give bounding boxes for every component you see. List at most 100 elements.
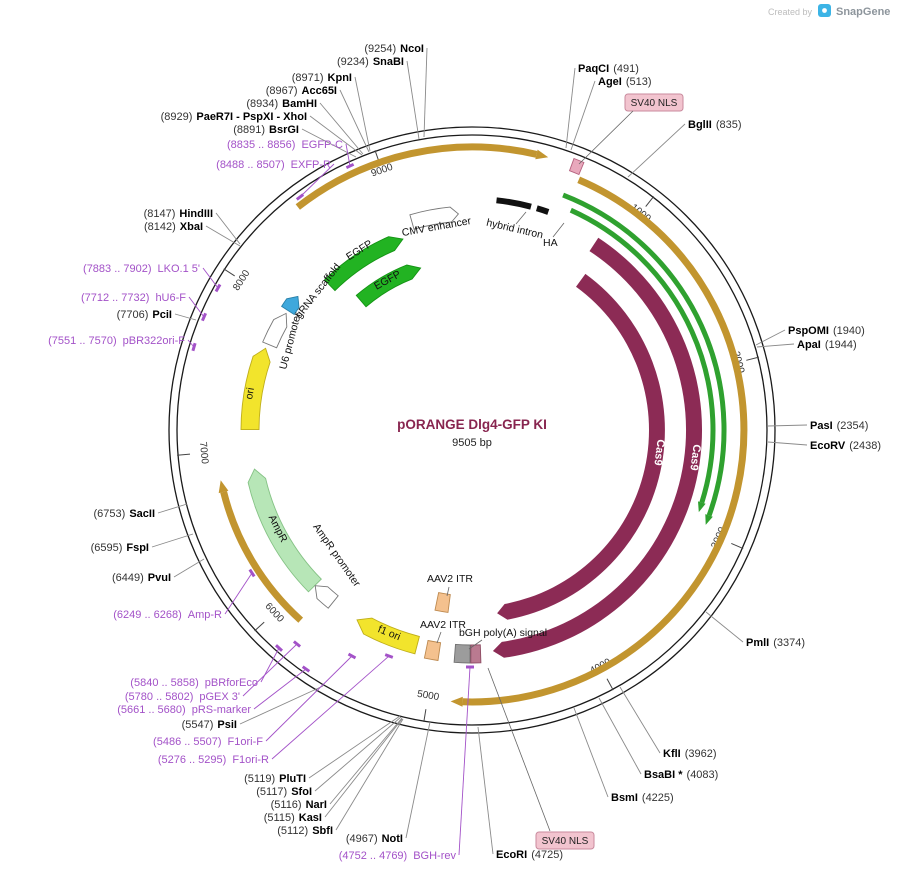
marker-arc-outer-arrowhead [705, 514, 713, 525]
plasmid-size: 9505 bp [452, 437, 492, 449]
primer-label-prs-marker[interactable]: (5661 .. 5680) pRS-marker [117, 704, 251, 716]
orf-arc-ampr[interactable] [220, 491, 304, 623]
feature-label-grna-scaffold-5[interactable]: gRNA scaffold [293, 261, 343, 321]
primer-label-hu6-f[interactable]: (7712 .. 7732) hU6-F [81, 292, 186, 304]
enzyme-line-kfli [619, 686, 661, 754]
feature-u6-promoter-6[interactable] [262, 312, 288, 349]
feature-egfp-3[interactable] [323, 236, 404, 292]
enzyme-label-bsabi[interactable]: BsaBI * (4083) [644, 769, 718, 781]
enzyme-label-kasi[interactable]: (5115) KasI [264, 812, 322, 824]
enzyme-label-nari[interactable]: (5116) NarI [271, 799, 327, 811]
enzyme-line-kasi [324, 718, 403, 818]
enzyme-label-ncoi[interactable]: (9254) NcoI [364, 43, 424, 55]
feature-cas9-17[interactable] [497, 273, 665, 620]
orf-arc-right[interactable] [462, 176, 748, 706]
bgh-line [468, 639, 483, 650]
primer-line-f1ori-r [271, 655, 390, 760]
enzyme-label-ecori[interactable]: EcoRI (4725) [496, 849, 563, 861]
enzyme-line-pmli [705, 611, 744, 643]
enzyme-label-pcii[interactable]: (7706) PciI [117, 309, 172, 321]
enzyme-label-sacii[interactable]: (6753) SacII [94, 508, 155, 520]
enzyme-label-bsrgi[interactable]: (8891) BsrGI [233, 124, 299, 136]
enzyme-label-hindiii[interactable]: (8147) HindIII [144, 208, 213, 220]
enzyme-label-apai[interactable]: ApaI (1944) [797, 339, 857, 351]
enzyme-label-pspomi[interactable]: PspOMI (1940) [788, 325, 865, 337]
primer-label-amp-r[interactable]: (6249 .. 6268) Amp-R [113, 609, 222, 621]
feature-label-cas9-16[interactable]: Cas9 [687, 444, 702, 472]
feature-bgh-poly-a-signal-13[interactable] [453, 643, 471, 664]
enzyme-label-bsmi[interactable]: BsmI (4225) [611, 792, 674, 804]
feature-label-cas9-17[interactable]: Cas9 [651, 439, 666, 467]
enzyme-line-sbfi [335, 718, 404, 831]
feature-ha-2[interactable] [535, 205, 550, 215]
enzyme-line-pspomi [755, 329, 786, 346]
enzyme-label-kpni[interactable]: (8971) KpnI [292, 72, 352, 84]
primer-site-hu6-f [201, 312, 207, 322]
feature-box-sv40-nls-14[interactable] [624, 93, 684, 112]
feature-egfp-4[interactable] [355, 264, 422, 308]
primer-site-f1ori-r [384, 653, 394, 659]
feature-box-label-sv40-nls-14: SV40 NLS [631, 98, 678, 109]
feature-f1-ori-10[interactable] [356, 617, 420, 655]
feature-label-ha-2[interactable]: HA [543, 237, 558, 249]
enzyme-line-bsabi [598, 697, 642, 775]
feature-label-ori-7[interactable]: ori [243, 387, 257, 400]
primer-label-f1ori-r[interactable]: (5276 .. 5295) F1ori-R [158, 754, 269, 766]
enzyme-label-pmli[interactable]: PmlI (3374) [746, 637, 805, 649]
feature-box-sv40-nls-15[interactable] [535, 831, 595, 850]
feature-grna-scaffold-5[interactable] [280, 295, 300, 316]
enzyme-label-kfli[interactable]: KflI (3962) [663, 748, 717, 760]
feature-aav2-itr-11[interactable] [434, 592, 451, 613]
feature-label-aav2-itr-12[interactable]: AAV2 ITR [420, 619, 466, 631]
enzyme-label-agei[interactable]: AgeI (513) [598, 76, 652, 88]
enzyme-label-sfoi[interactable]: (5117) SfoI [256, 786, 312, 798]
tick-label-8000: 8000 [231, 268, 253, 293]
enzyme-label-acc65i[interactable]: (8967) Acc65I [266, 85, 337, 97]
primer-label-egfp-c[interactable]: (8835 .. 8856) EGFP-C [227, 139, 343, 151]
primer-label-bgh-rev[interactable]: (4752 .. 4769) BGH-rev [339, 850, 457, 862]
enzyme-label-pluti[interactable]: (5119) PluTI [244, 773, 306, 785]
enzyme-label-snabi[interactable]: (9234) SnaBI [337, 56, 404, 68]
enzyme-label-fspi[interactable]: (6595) FspI [91, 542, 149, 554]
enzyme-label-sbfi[interactable]: (5112) SbfI [277, 825, 333, 837]
feature-aav2-itr-12[interactable] [423, 639, 442, 662]
primer-label-f1ori-f[interactable]: (5486 .. 5507) F1ori-F [153, 736, 263, 748]
enzyme-label-pvui[interactable]: (6449) PvuI [112, 572, 171, 584]
orf-arc-top[interactable] [295, 143, 538, 210]
enzyme-label-ecorv[interactable]: EcoRV (2438) [810, 440, 881, 452]
enzyme-label-paer7i-pspxi-xhoi[interactable]: (8929) PaeR7I - PspXI - XhoI [161, 111, 307, 123]
feature-label-hybrid-intron-1[interactable]: hybrid intron [485, 217, 544, 242]
orf-arc-right-arrowhead [450, 696, 463, 707]
feature-label-bgh-poly-a-signal-13[interactable]: bGH poly(A) signal [459, 627, 547, 639]
feature-cas9-16[interactable] [492, 237, 703, 658]
primer-label-pgex-3[interactable]: (5780 .. 5802) pGEX 3' [125, 691, 240, 703]
primer-line-f1ori-f [265, 655, 353, 742]
feature-ori-7[interactable] [240, 347, 271, 431]
enzyme-line-apai [756, 343, 795, 348]
tick-mark-8000 [223, 268, 235, 277]
enzyme-label-noti[interactable]: (4967) NotI [346, 833, 403, 845]
enzyme-label-paqci[interactable]: PaqCI (491) [578, 63, 639, 75]
marker-arc-outer[interactable] [562, 192, 727, 517]
primer-label-lko-1-5[interactable]: (7883 .. 7902) LKO.1 5' [83, 263, 200, 275]
backbone-outer-ring [168, 126, 776, 734]
enzyme-line-bamhi [319, 102, 364, 155]
enzyme-label-bamhi[interactable]: (8934) BamHI [246, 98, 317, 110]
feature-hybrid-intron-1[interactable] [496, 197, 532, 210]
orf-arc-ampr-arrowhead [218, 480, 229, 494]
enzyme-label-pasi[interactable]: PasI (2354) [810, 420, 868, 432]
enzyme-label-xbai[interactable]: (8142) XbaI [144, 221, 203, 233]
marker-arc-inner[interactable] [569, 207, 716, 504]
enzyme-label-bglii[interactable]: BglII (835) [688, 119, 742, 131]
enzyme-line-pvui [173, 558, 205, 578]
feature-sv40-nls-15[interactable] [470, 644, 482, 664]
feature-ampr-8[interactable] [247, 468, 322, 593]
primer-label-pbrforeco[interactable]: (5840 .. 5858) pBRforEco [130, 677, 258, 689]
enzyme-label-psii[interactable]: (5547) PsiI [182, 719, 237, 731]
feature-cmv-enhancer-0[interactable] [409, 206, 460, 230]
primer-label-exfp-r[interactable]: (8488 .. 8507) EXFP-R [216, 159, 331, 171]
primer-label-pbr322ori-f[interactable]: (7551 .. 7570) pBR322ori-F [48, 335, 185, 347]
primer-site-pgex-3 [292, 640, 302, 648]
feature-ampr-promoter-9[interactable] [314, 585, 339, 609]
feature-label-aav2-itr-11[interactable]: AAV2 ITR [427, 573, 473, 585]
